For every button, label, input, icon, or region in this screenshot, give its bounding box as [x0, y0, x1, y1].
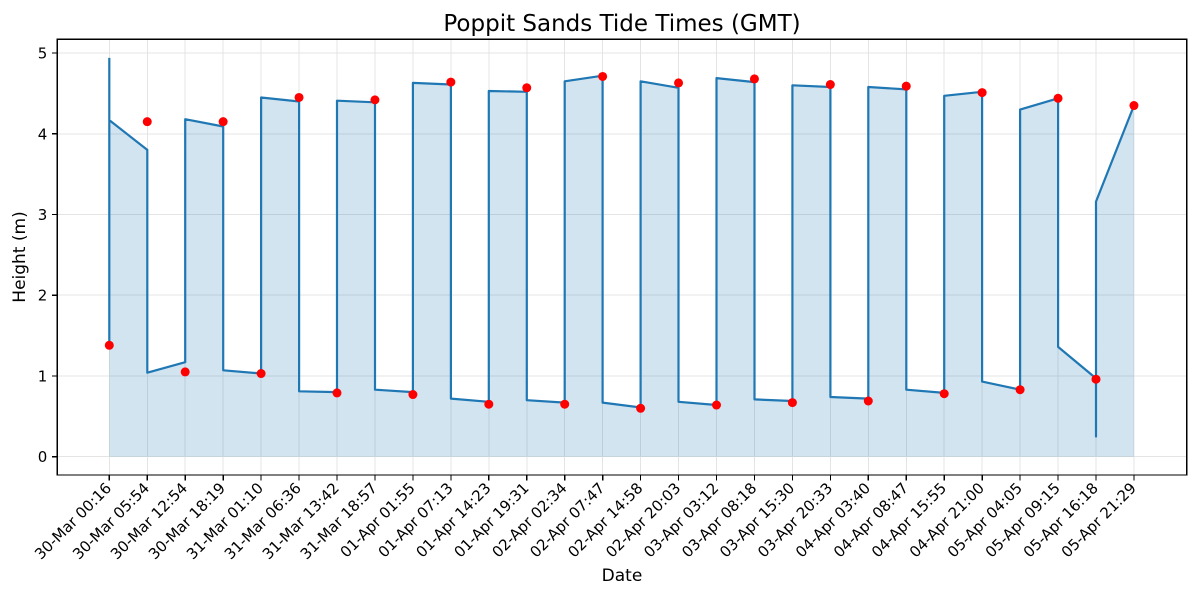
tide-point-marker — [901, 81, 911, 91]
y-tick-label: 2 — [38, 287, 48, 305]
tide-point-marker — [977, 88, 987, 98]
y-tick-label: 3 — [38, 206, 48, 224]
tide-point-marker — [636, 403, 646, 413]
y-tick-label: 1 — [38, 367, 48, 385]
tide-point-marker — [712, 400, 721, 410]
tide-point-marker — [332, 388, 342, 398]
tide-curve-line — [108, 57, 1136, 438]
tide-point-markers — [104, 71, 1139, 413]
tide-point-marker — [218, 117, 228, 127]
tide-point-marker — [1053, 93, 1063, 103]
y-axis-label: Height (m) — [10, 211, 30, 302]
tide-point-marker — [446, 77, 456, 87]
tide-point-marker — [104, 340, 114, 350]
tide-point-marker — [370, 95, 380, 105]
tide-point-marker — [939, 389, 949, 399]
plot-border — [56, 38, 1188, 476]
tide-point-marker — [294, 92, 304, 102]
tide-point-marker — [863, 396, 873, 406]
tide-point-marker — [749, 74, 759, 84]
tide-area — [109, 57, 1134, 457]
chart-title: Poppit Sands Tide Times (GMT) — [443, 11, 800, 37]
tide-area-fill — [109, 57, 1134, 457]
y-tick-label: 5 — [38, 45, 48, 63]
tide-point-marker — [1015, 385, 1025, 395]
tide-point-marker — [1091, 374, 1101, 384]
tide-point-marker — [484, 399, 494, 409]
tide-point-marker — [522, 83, 532, 93]
tide-point-marker — [560, 399, 570, 409]
tide-point-marker — [142, 117, 152, 127]
y-tick-label: 0 — [38, 448, 48, 466]
tide-point-marker — [598, 71, 608, 81]
tide-point-marker — [408, 390, 418, 400]
tide-point-marker — [180, 367, 190, 377]
x-axis-label: Date — [602, 566, 643, 586]
tide-point-marker — [674, 78, 684, 88]
tide-point-marker — [787, 398, 797, 408]
tide-point-marker — [825, 80, 835, 90]
tide-line-path — [108, 57, 1136, 438]
tide-point-marker — [1129, 101, 1139, 111]
y-tick-label: 4 — [38, 125, 48, 143]
tide-point-marker — [256, 369, 266, 379]
